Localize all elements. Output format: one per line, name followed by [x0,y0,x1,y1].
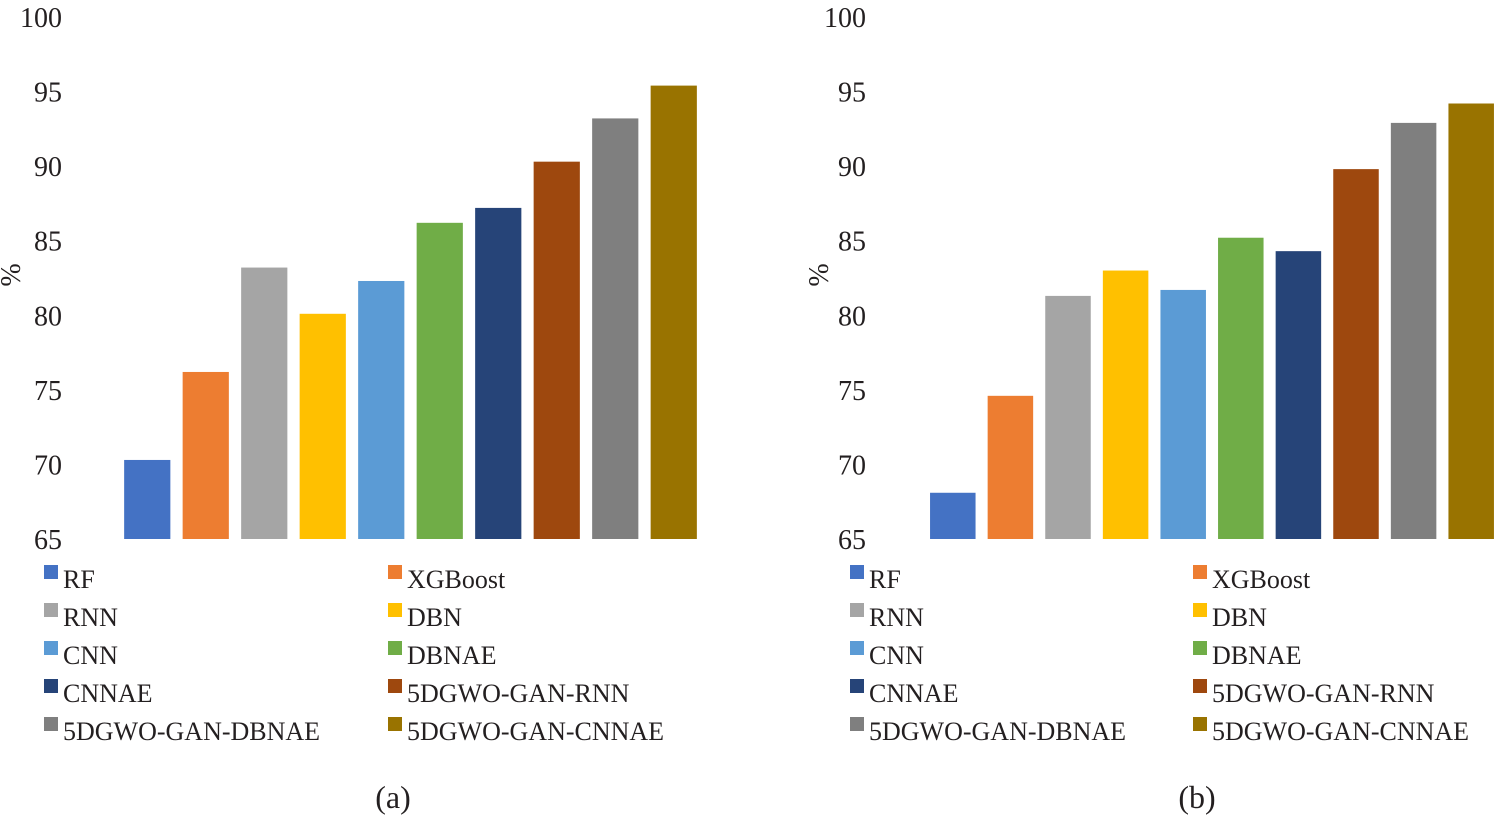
panel-label: (b) [1178,779,1215,815]
legend-swatch [44,565,58,579]
y-tick-label: 85 [34,227,62,258]
bar-cnn [358,280,405,539]
bar-5dgwo-gan-cnnae [650,85,697,539]
legend-label: RF [63,565,95,594]
bar-rf [124,459,171,539]
y-tick-label: 80 [838,301,866,332]
legend-label: 5DGWO-GAN-CNNAE [407,717,664,746]
legend-swatch [1193,603,1207,617]
legend-label: 5DGWO-GAN-CNNAE [1212,717,1469,746]
legend-label: CNNAE [63,679,153,708]
legend-label: DBNAE [407,641,497,670]
legend-swatch [850,641,864,655]
bar-rf [930,492,976,539]
y-tick-label: 65 [838,525,866,556]
legend-swatch [44,679,58,693]
legend-swatch [388,641,402,655]
legend-label: DBNAE [1212,641,1302,670]
legend-label: CNNAE [869,679,959,708]
bar-cnn [1160,289,1206,539]
legend-label: 5DGWO-GAN-RNN [1212,679,1435,708]
legend-label: XGBoost [407,565,506,594]
bar-cnnae [1275,251,1322,539]
y-tick-label: 65 [34,525,62,556]
y-tick-label: 70 [34,450,62,481]
legend-swatch [1193,565,1207,579]
bar-dbn [299,313,346,539]
legend-label: DBN [407,603,462,632]
bar-5dgwo-gan-cnnae [1448,103,1494,539]
bar-dbn [1102,270,1149,539]
legend-label: CNN [869,641,924,670]
legend-swatch [850,565,864,579]
bar-dbnae [1218,237,1264,539]
bar-xgboost [987,395,1034,539]
y-tick-label: 80 [34,301,62,332]
bar-rnn [1045,295,1091,539]
legend-swatch [388,565,402,579]
legend-swatch [44,641,58,655]
legend-swatch [388,603,402,617]
bar-rnn [241,267,288,539]
legend-label: 5DGWO-GAN-DBNAE [63,717,320,746]
bar-5dgwo-gan-rnn [533,161,580,539]
y-tick-label: 100 [20,3,62,34]
legend-label: RF [869,565,901,594]
legend-label: 5DGWO-GAN-DBNAE [869,717,1126,746]
legend-swatch [44,717,58,731]
y-tick-label: 95 [838,78,866,109]
y-tick-label: 90 [34,152,62,183]
legend-swatch [850,603,864,617]
legend-swatch [1193,717,1207,731]
legend-swatch [388,679,402,693]
bar-dbnae [416,222,463,539]
y-tick-label: 75 [34,376,62,407]
legend-label: DBN [1212,603,1267,632]
legend-label: 5DGWO-GAN-RNN [407,679,630,708]
y-tick-label: 75 [838,376,866,407]
y-tick-label: 100 [824,3,866,34]
legend-swatch [388,717,402,731]
legend-label: CNN [63,641,118,670]
y-tick-label: 90 [838,152,866,183]
bar-5dgwo-gan-dbnae [592,118,639,539]
y-axis-label: % [0,263,27,286]
bar-5dgwo-gan-dbnae [1390,122,1437,540]
legend-swatch [850,717,864,731]
y-tick-label: 85 [838,227,866,258]
panel-a: 65 70 75 80 85 90 95 100% RF XGBoost RNN DBN CNN DBNA… [0,3,697,815]
y-axis-label: % [804,263,835,286]
legend-label: XGBoost [1212,565,1311,594]
panel-label: (a) [375,779,411,815]
legend-swatch [1193,679,1207,693]
bar-xgboost [182,371,229,539]
legend-label: RNN [63,603,118,632]
bar-5dgwo-gan-rnn [1333,169,1379,539]
legend-swatch [850,679,864,693]
y-tick-label: 95 [34,78,62,109]
legend-swatch [44,603,58,617]
legend-label: RNN [869,603,924,632]
y-tick-label: 70 [838,450,866,481]
legend-swatch [1193,641,1207,655]
panel-b: 65 70 75 80 85 90 95 100% RF XGBoost RNN DBN CNN DBNA… [804,3,1494,815]
bar-cnnae [475,207,522,539]
